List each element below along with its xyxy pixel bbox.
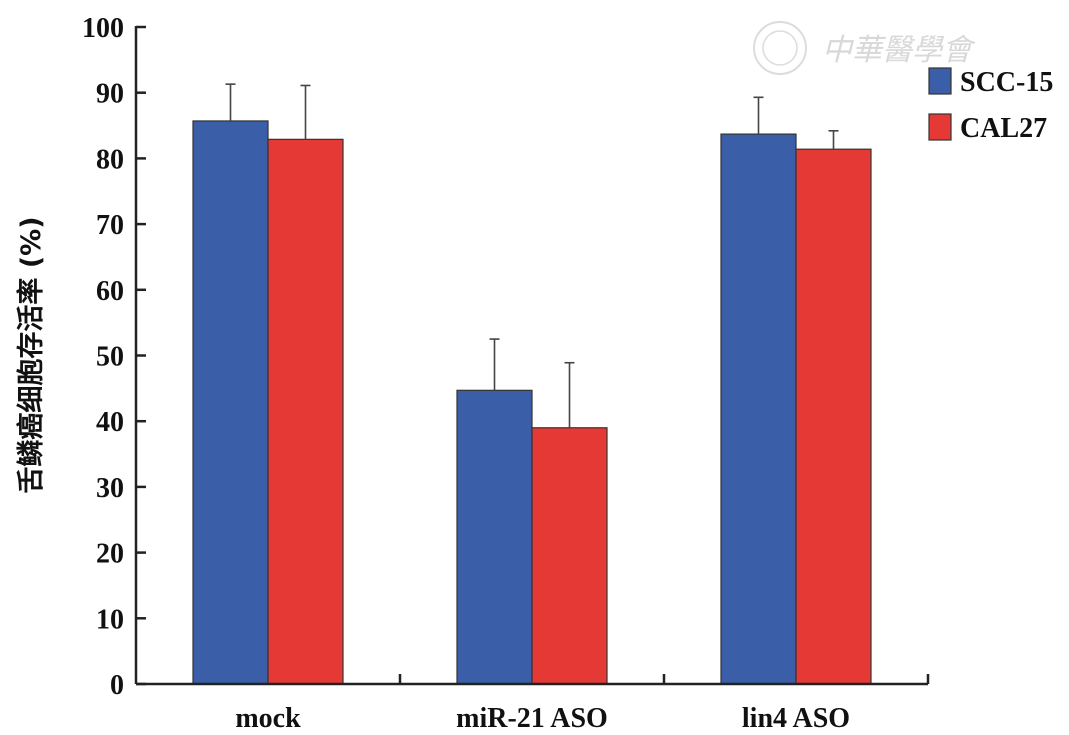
- category-label: lin4 ASO: [742, 703, 850, 734]
- legend-label: SCC-15: [960, 67, 1053, 98]
- seal-logo-icon: [753, 21, 807, 75]
- y-axis-label: 舌鳞癌细胞存活率 (%): [15, 216, 47, 493]
- y-tick-label: 100: [82, 13, 124, 44]
- x-axis-labels: mock miR-21 ASO lin4 ASO: [235, 703, 850, 734]
- bar-scc-15-1: [456, 389, 533, 685]
- y-tick-label: 20: [96, 539, 124, 570]
- y-axis-ticks: 0 10 20 30 40 50 60 70 80 90 100: [82, 13, 146, 701]
- error-bars: [225, 83, 839, 428]
- y-tick-label: 0: [110, 670, 124, 701]
- y-tick-label: 60: [96, 276, 124, 307]
- watermark-text: 中華醫學會: [822, 33, 976, 68]
- bar-cal27-0: [267, 138, 344, 685]
- x-axis-ticks: [398, 674, 930, 684]
- bar-scc-15-2: [720, 133, 797, 685]
- watermark: 中華醫學會: [753, 21, 976, 75]
- bars: [192, 120, 872, 685]
- legend-swatch: [928, 113, 952, 141]
- y-tick-label: 30: [96, 473, 124, 504]
- y-tick-label: 90: [96, 79, 124, 110]
- legend: SCC-15 CAL27: [928, 67, 1053, 144]
- category-label: mock: [235, 703, 301, 734]
- bar-scc-15-0: [192, 120, 269, 685]
- y-tick-label: 70: [96, 210, 124, 241]
- legend-label: CAL27: [960, 113, 1047, 144]
- bar-cal27-1: [531, 427, 608, 685]
- legend-swatch: [928, 67, 952, 95]
- y-tick-label: 10: [96, 604, 124, 635]
- y-tick-label: 80: [96, 144, 124, 175]
- category-label: miR-21 ASO: [456, 703, 608, 734]
- bar-cal27-2: [795, 148, 872, 685]
- y-tick-label: 40: [96, 407, 124, 438]
- y-tick-label: 50: [96, 342, 124, 373]
